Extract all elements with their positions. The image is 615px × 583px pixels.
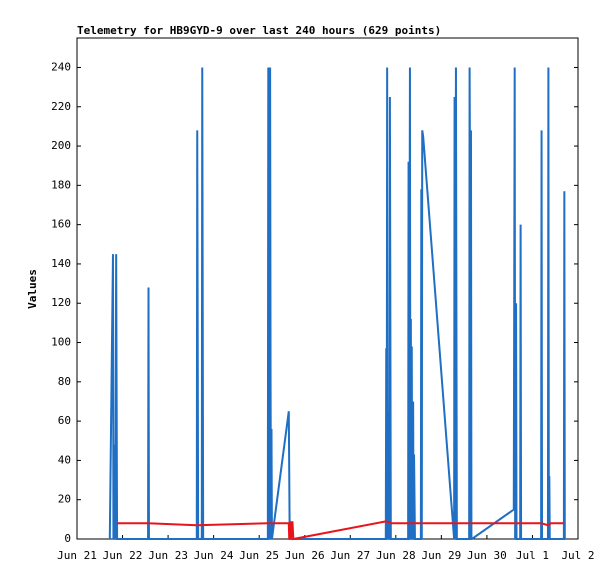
x-tick-label: Jun 21: [57, 549, 97, 562]
y-tick-label: 60: [58, 414, 71, 427]
y-tick-label: 200: [51, 139, 71, 152]
x-tick-label: Jul 1: [516, 549, 549, 562]
x-tick-label: Jun 24: [194, 549, 234, 562]
y-tick-label: 20: [58, 493, 71, 506]
x-tick-label: Jun 29: [421, 549, 461, 562]
series-line: [117, 520, 564, 541]
y-tick-label: 140: [51, 257, 71, 270]
series-line: [108, 67, 566, 540]
x-tick-label: Jun 28: [376, 549, 416, 562]
x-tick-label: Jun 23: [148, 549, 188, 562]
plot-frame: [76, 37, 579, 540]
x-tick-label: Jun 22: [103, 549, 143, 562]
y-tick-label: 0: [64, 532, 71, 545]
y-tick-label: 220: [51, 100, 71, 113]
y-tick-label: 180: [51, 178, 71, 191]
y-tick-label: 240: [51, 60, 71, 73]
y-tick-label: 160: [51, 218, 71, 231]
y-tick-label: 120: [51, 296, 71, 309]
chart-title: Telemetry for HB9GYD-9 over last 240 hou…: [77, 24, 441, 37]
x-tick-label: Jun 26: [285, 549, 325, 562]
x-tick-label: Jun 30: [467, 549, 507, 562]
x-tick-label: Jul 2: [561, 549, 594, 562]
x-tick-label: Jun 25: [239, 549, 279, 562]
x-tick-label: Jun 27: [330, 549, 370, 562]
y-tick-label: 100: [51, 336, 71, 349]
y-tick-label: 80: [58, 375, 71, 388]
y-tick-label: 40: [58, 453, 71, 466]
y-axis-label: Values: [26, 269, 39, 309]
